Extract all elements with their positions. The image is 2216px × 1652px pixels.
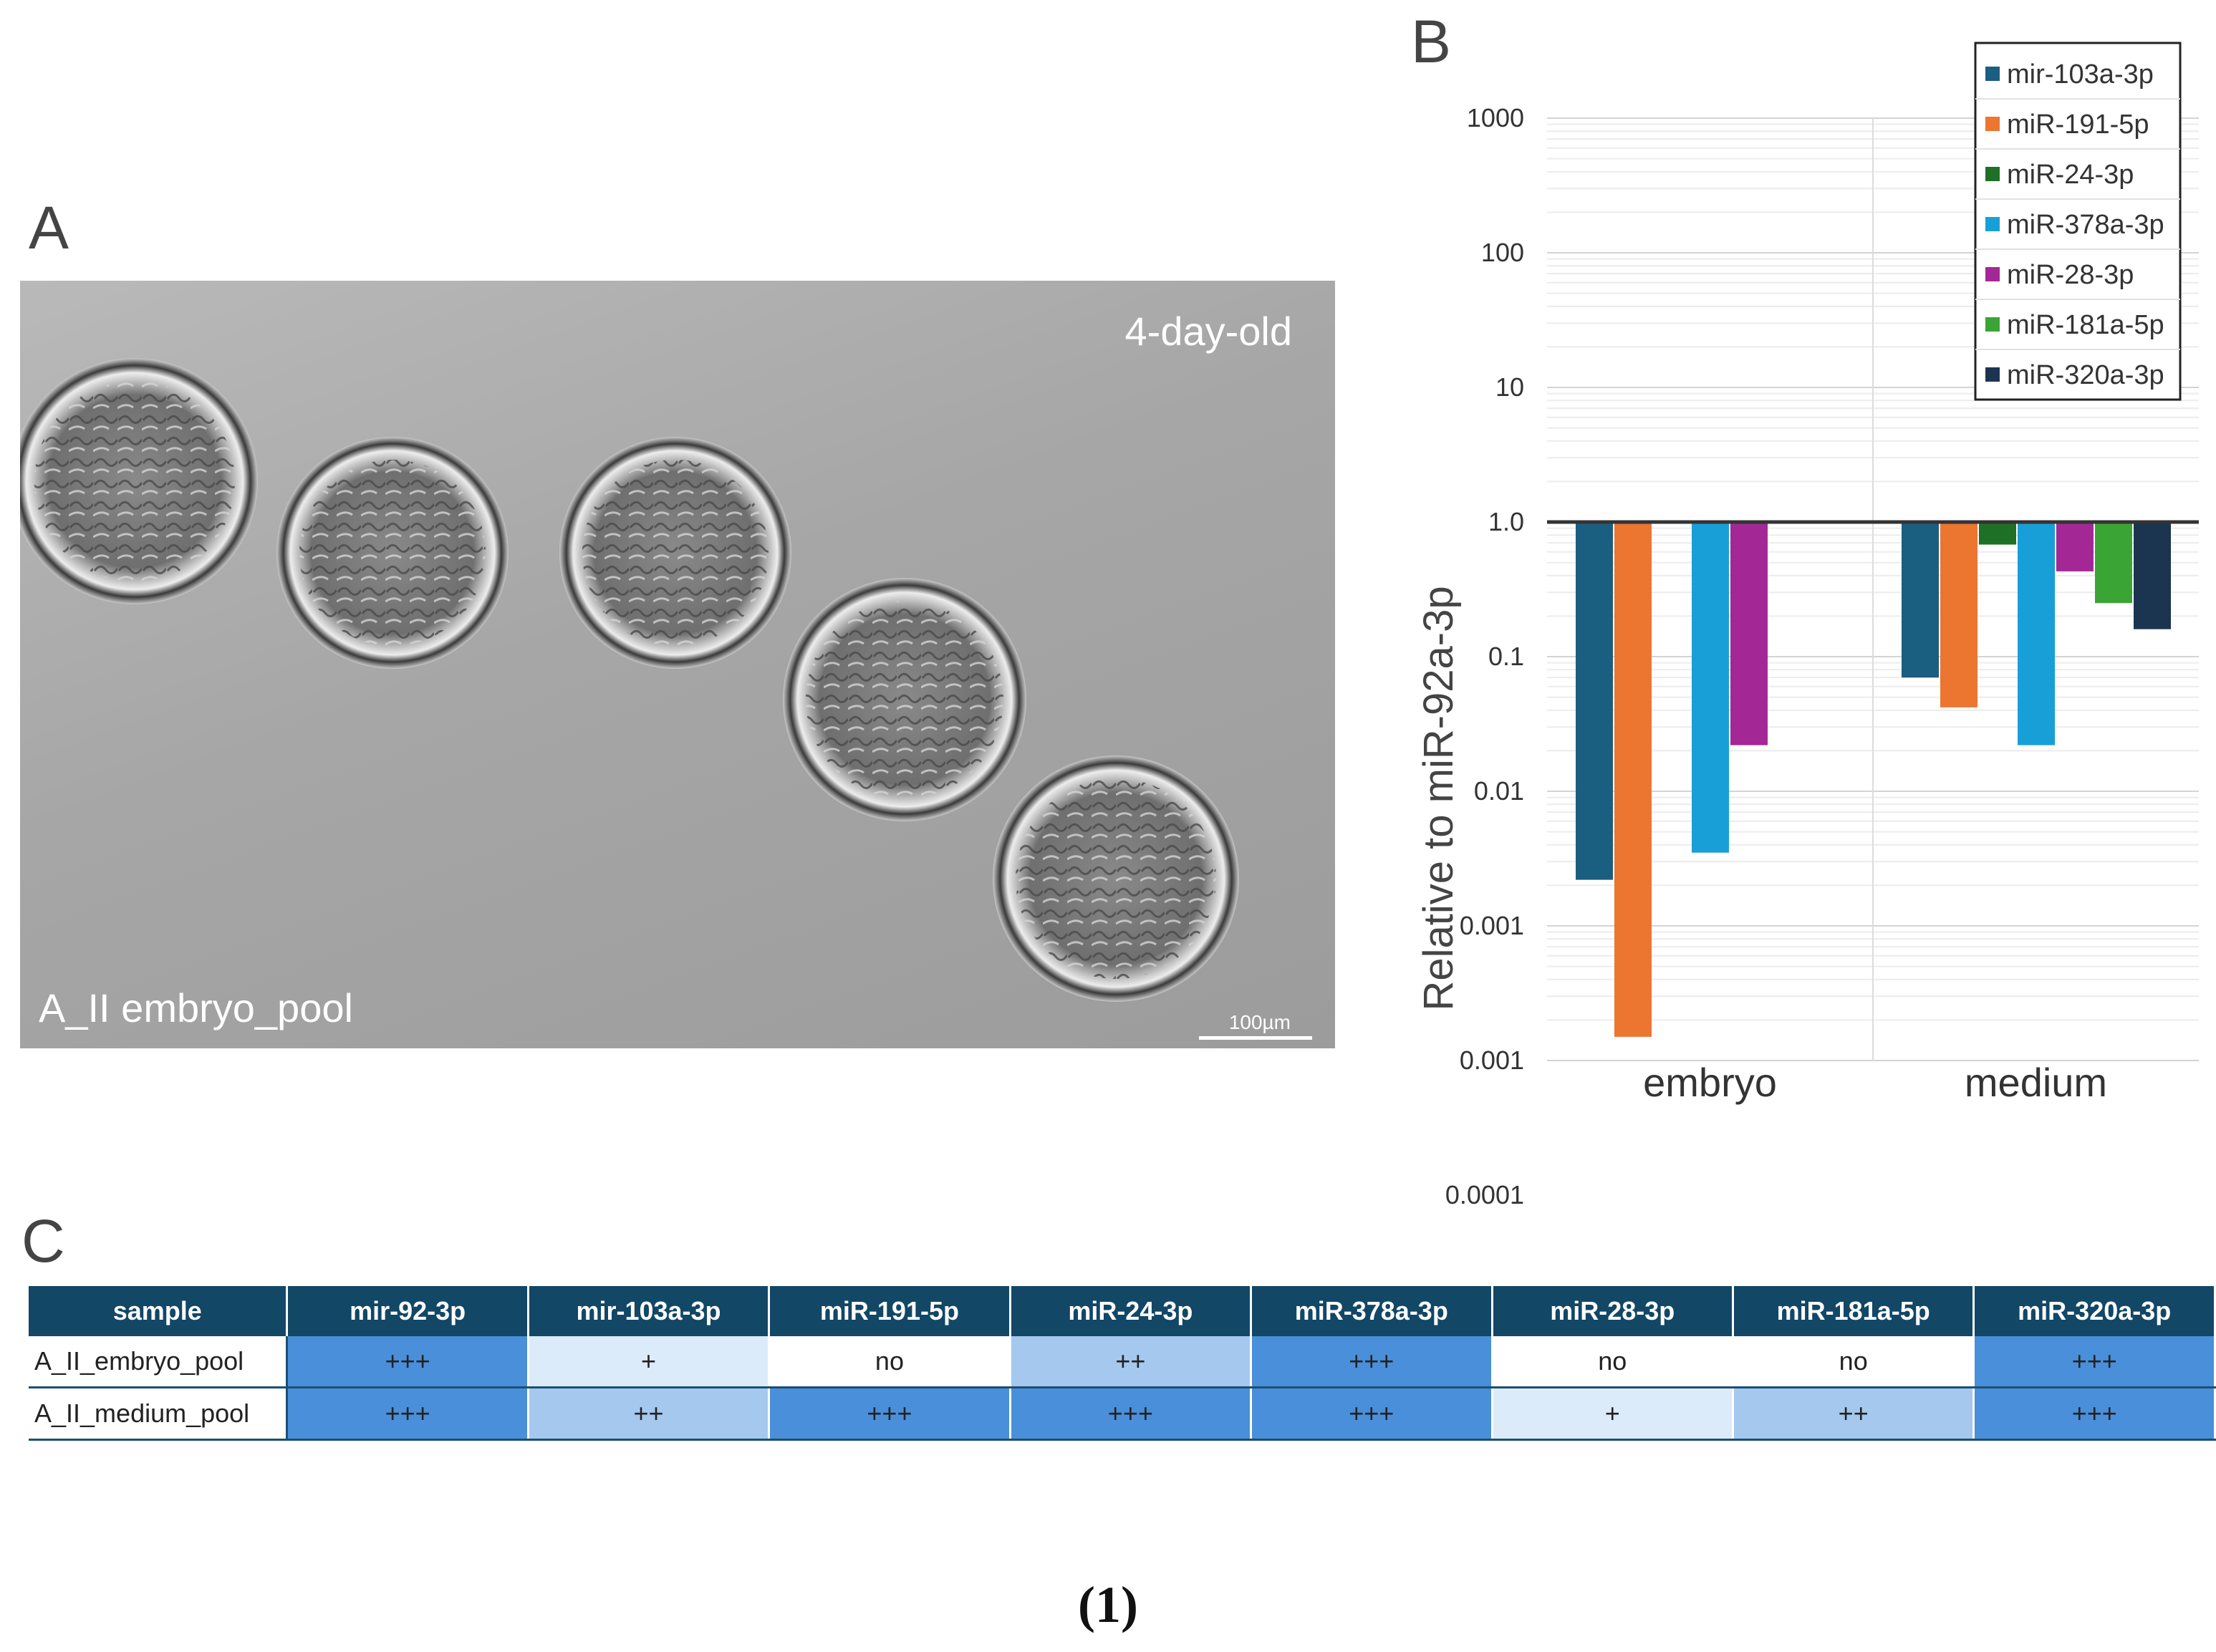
column-header: miR-28-3p bbox=[1492, 1286, 1734, 1336]
expression-level-cell: +++ bbox=[1973, 1387, 2216, 1441]
legend-label-miR-320a-3p: miR-320a-3p bbox=[2007, 360, 2164, 390]
embryo-micrograph: 4-day-old A_II embryo_pool 100µm bbox=[20, 281, 1335, 1048]
legend-swatch-miR-191-5p bbox=[1985, 117, 2000, 131]
legend-swatch-miR-28-3p bbox=[1985, 267, 2000, 281]
embryo-1 bbox=[20, 358, 258, 604]
expression-level-cell: ++ bbox=[1010, 1336, 1253, 1388]
category-label-embryo: embryo bbox=[1643, 1060, 1777, 1105]
legend-swatch-miR-378a-3p bbox=[1985, 217, 2000, 231]
panel-b-letter: B bbox=[1411, 8, 1452, 75]
legend-swatch-miR-181a-5p bbox=[1985, 317, 2000, 332]
sample-name-cell: A_II_embryo_pool bbox=[29, 1336, 289, 1388]
bar-medium-mir-103a-3p bbox=[1902, 522, 1939, 678]
panel-a-letter: A bbox=[29, 194, 69, 261]
embryo-stage-label: 4-day-old bbox=[1124, 309, 1292, 354]
table-row: A_II_embryo_pool +++ + no ++ +++ no no +++ bbox=[29, 1336, 2216, 1388]
column-header: mir-92-3p bbox=[286, 1286, 529, 1336]
expression-level-cell: + bbox=[528, 1336, 771, 1388]
category-label-medium: medium bbox=[1965, 1060, 2107, 1105]
table-body: A_II_embryo_pool +++ + no ++ +++ no no +++ A_II_m… bbox=[29, 1336, 2216, 1441]
expression-level-cell: ++ bbox=[1733, 1387, 1975, 1441]
y-tick-label: 0.1 bbox=[1488, 642, 1524, 671]
expression-summary-table: sample mir-92-3p mir-103a-3p miR-191-5p miR-… bbox=[29, 1286, 2216, 1441]
scale-bar bbox=[1199, 1036, 1312, 1040]
y-tick-label: 10 bbox=[1495, 372, 1524, 402]
expression-level-cell: +++ bbox=[769, 1387, 1011, 1441]
bar-embryo-miR-28-3p bbox=[1730, 522, 1768, 745]
expression-level-cell: +++ bbox=[286, 1336, 529, 1388]
y-tick-label: 0.001 bbox=[1460, 1045, 1524, 1075]
y-tick-label: 100 bbox=[1481, 238, 1524, 267]
bar-embryo-miR-191-5p bbox=[1614, 522, 1652, 1037]
bar-medium-miR-320a-3p bbox=[2134, 522, 2171, 629]
embryo-drawing bbox=[20, 358, 1239, 1002]
scale-bar-label: 100µm bbox=[1228, 1011, 1291, 1033]
expression-level-cell: +++ bbox=[286, 1387, 529, 1441]
micrograph-sample-label: A_II embryo_pool bbox=[39, 985, 353, 1030]
column-header: miR-181a-5p bbox=[1733, 1286, 1975, 1336]
expression-level-cell: + bbox=[1492, 1387, 1734, 1441]
y-tick-label: 0.001 bbox=[1460, 911, 1524, 940]
bar-embryo-mir-103a-3p bbox=[1576, 522, 1613, 880]
column-header: mir-103a-3p bbox=[528, 1286, 771, 1336]
expression-level-cell: +++ bbox=[1251, 1387, 1493, 1441]
y-axis-title: Relative to miR-92a-3p bbox=[1415, 586, 1462, 1010]
expression-level-cell: ++ bbox=[528, 1387, 771, 1441]
bar-medium-miR-378a-3p bbox=[2018, 522, 2055, 745]
column-header: sample bbox=[29, 1286, 289, 1336]
legend-label-miR-191-5p: miR-191-5p bbox=[2007, 110, 2149, 140]
legend-label-miR-378a-3p: miR-378a-3p bbox=[2007, 210, 2164, 240]
expression-level-cell: no bbox=[769, 1336, 1011, 1388]
table-row: A_II_medium_pool +++ ++ +++ +++ +++ + ++ +++ bbox=[29, 1387, 2216, 1441]
legend-label-miR-181a-5p: miR-181a-5p bbox=[2007, 310, 2164, 340]
column-header: miR-320a-3p bbox=[1973, 1286, 2216, 1336]
expression-level-cell: no bbox=[1733, 1336, 1975, 1388]
legend-label-mir-103a-3p: mir-103a-3p bbox=[2007, 59, 2154, 90]
figure-label: (1) bbox=[1078, 1576, 1138, 1633]
embryo-2 bbox=[276, 437, 509, 669]
bar-medium-miR-191-5p bbox=[1940, 522, 1977, 707]
legend-box bbox=[1974, 42, 2182, 401]
expression-level-cell: no bbox=[1492, 1336, 1734, 1388]
table-header-row: sample mir-92-3p mir-103a-3p miR-191-5p miR-… bbox=[29, 1286, 2216, 1336]
expression-bar-chart: 1000 100 10 1.0 0.1 0.01 0.001 0.001 0.0001 Relat… bbox=[1415, 42, 2199, 1209]
legend-label-miR-28-3p: miR-28-3p bbox=[2007, 260, 2134, 290]
bar-embryo-miR-378a-3p bbox=[1692, 522, 1729, 853]
expression-level-cell: +++ bbox=[1973, 1336, 2216, 1388]
y-tick-label: 0.01 bbox=[1474, 776, 1524, 806]
y-tick-label: 1.0 bbox=[1488, 507, 1524, 536]
panel-c-letter: C bbox=[21, 1207, 65, 1275]
embryo-3 bbox=[559, 437, 791, 669]
column-header: miR-378a-3p bbox=[1251, 1286, 1493, 1336]
legend-swatch-miR-24-3p bbox=[1985, 167, 2000, 181]
legend-swatch-mir-103a-3p bbox=[1985, 67, 2000, 81]
legend-swatch-miR-320a-3p bbox=[1985, 367, 2000, 382]
embryo-5 bbox=[993, 755, 1239, 1002]
embryo-4 bbox=[783, 578, 1026, 821]
bar-medium-miR-24-3p bbox=[1979, 522, 2016, 545]
y-tick-label: 1000 bbox=[1467, 103, 1524, 132]
y-tick-label: 0.0001 bbox=[1445, 1180, 1524, 1209]
column-header: miR-24-3p bbox=[1010, 1286, 1253, 1336]
column-header: miR-191-5p bbox=[769, 1286, 1011, 1336]
bar-medium-miR-181a-5p bbox=[2095, 522, 2132, 604]
legend-label-miR-24-3p: miR-24-3p bbox=[2007, 160, 2134, 190]
expression-level-cell: +++ bbox=[1010, 1387, 1253, 1441]
expression-level-cell: +++ bbox=[1251, 1336, 1493, 1388]
bar-medium-miR-28-3p bbox=[2056, 522, 2094, 571]
sample-name-cell: A_II_medium_pool bbox=[29, 1387, 289, 1441]
